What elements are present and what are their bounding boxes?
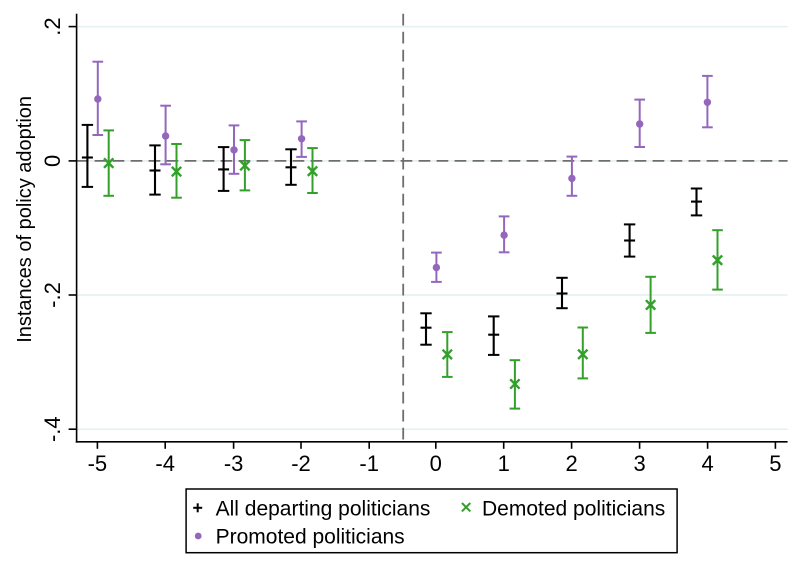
svg-text:-.4: -.4 bbox=[40, 416, 65, 442]
svg-text:5: 5 bbox=[769, 451, 781, 476]
svg-text:4: 4 bbox=[701, 451, 713, 476]
svg-text:-2: -2 bbox=[291, 451, 311, 476]
svg-text:-1: -1 bbox=[359, 451, 379, 476]
svg-text:Instances of policy adoption: Instances of policy adoption bbox=[14, 96, 36, 343]
svg-text:-5: -5 bbox=[88, 451, 108, 476]
svg-text:0: 0 bbox=[430, 451, 442, 476]
svg-text:.2: .2 bbox=[40, 17, 65, 35]
svg-text:-4: -4 bbox=[155, 451, 175, 476]
svg-text:All departing politicians: All departing politicians bbox=[216, 497, 431, 520]
svg-text:3: 3 bbox=[633, 451, 645, 476]
svg-text:-3: -3 bbox=[224, 451, 244, 476]
svg-text:Promoted politicians: Promoted politicians bbox=[216, 526, 405, 549]
svg-text:0: 0 bbox=[40, 155, 65, 167]
svg-text:1: 1 bbox=[498, 451, 510, 476]
svg-text:2: 2 bbox=[565, 451, 577, 476]
svg-text:-.2: -.2 bbox=[40, 282, 65, 308]
svg-text:Demoted politicians: Demoted politicians bbox=[482, 497, 665, 520]
